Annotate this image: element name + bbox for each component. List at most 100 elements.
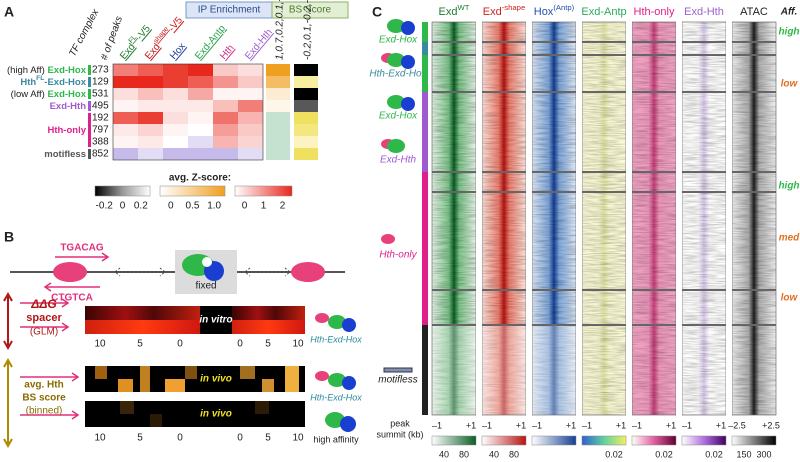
heatmap-cell xyxy=(113,64,138,76)
group-bar xyxy=(88,65,91,75)
heat-patch xyxy=(285,366,299,392)
heatmap-cell xyxy=(188,64,213,76)
x-tick: +1 xyxy=(616,420,626,430)
heat-patch xyxy=(165,379,185,392)
x-axis-label: summit (kb) xyxy=(377,429,424,439)
strip-label: in vitro xyxy=(199,315,232,326)
x-tick: +1 xyxy=(516,420,526,430)
colorbar-tick: 0 xyxy=(168,201,174,212)
bs-score-label: BS score xyxy=(22,393,66,404)
exd-icon xyxy=(387,53,405,67)
peak-count: 273 xyxy=(92,65,109,76)
x-tick: –1 xyxy=(532,420,542,430)
x-axis-label: peak xyxy=(390,418,410,428)
group-bar xyxy=(422,55,428,92)
heat-patch xyxy=(118,379,133,392)
column-title-base: Exd-Hth xyxy=(684,6,724,18)
affinity-label: low xyxy=(781,293,799,304)
header-accessibility: -0.2,0.1,-0.2,-0.1,0.2,0.15,0.05,0.2 xyxy=(303,0,314,60)
column-gap xyxy=(476,21,482,416)
icon-label: high affinity xyxy=(313,434,359,444)
group-label: motifless xyxy=(378,375,417,386)
row-label-base: motifless xyxy=(44,149,86,160)
column-title-base: Exd xyxy=(483,6,502,18)
group-label: Hth-only xyxy=(379,250,417,261)
binding-loss-cell xyxy=(266,100,290,112)
column-title-base: Exd-Antp xyxy=(581,6,626,18)
heatmap-texture xyxy=(532,22,576,415)
position-tick: 10 xyxy=(94,433,106,444)
bs-arrow xyxy=(3,357,13,449)
heatmap-cell xyxy=(213,112,238,124)
column-title: Exd-shape xyxy=(483,3,525,18)
position-tick: 0 xyxy=(237,433,243,444)
heatmap-cell xyxy=(113,112,138,124)
affinity-label: high xyxy=(778,181,799,192)
row-label: motifless xyxy=(44,149,86,160)
arrow-reverse xyxy=(43,282,100,292)
accessibility-cell xyxy=(294,136,318,148)
heat-patch xyxy=(150,414,162,427)
heatmap-cell xyxy=(238,88,263,100)
row-label: (high Aff) Exd-Hox xyxy=(7,65,87,76)
row-arrows xyxy=(20,372,80,420)
exd-icon xyxy=(328,373,346,387)
colorbar xyxy=(681,435,727,446)
heatmap-cell xyxy=(188,100,213,112)
heatmap-cell xyxy=(113,136,138,148)
heatmap-cell xyxy=(138,88,163,100)
peak-count: 852 xyxy=(92,149,109,160)
column-title-sup: -shape xyxy=(502,3,526,12)
heatmap-cell xyxy=(163,136,188,148)
group-bar xyxy=(422,92,428,172)
peak-count: 531 xyxy=(92,89,109,100)
affinity-label: med xyxy=(779,233,800,244)
header-binding-loss: 1,0.7,0.2,0.1,-0.2,-0.2,-0.2,-0.2 xyxy=(275,0,286,60)
row-label-base: Hth-only xyxy=(47,125,86,136)
heatmap-cell xyxy=(113,76,138,88)
accessibility-cell xyxy=(294,100,318,112)
heatmap-cell xyxy=(163,148,188,160)
accessibility-cell xyxy=(294,76,318,88)
heatmap-cell xyxy=(188,148,213,160)
column-title: ExdWT xyxy=(439,3,470,18)
glm-label: (GLM) xyxy=(30,327,58,338)
affinity-label: low xyxy=(781,79,799,90)
position-tick: 10 xyxy=(292,339,304,350)
x-tick: –1 xyxy=(482,420,492,430)
header-ip: IP Enrichment xyxy=(198,5,261,16)
column-gap xyxy=(726,21,732,416)
group-label: Hth-Exd-Hox xyxy=(369,69,427,80)
hth-icon xyxy=(315,313,329,323)
x-tick: –1 xyxy=(682,420,692,430)
column-title: Exd-Hth xyxy=(684,6,724,18)
heatmap-cell xyxy=(213,64,238,76)
column-title-base: Hth-only xyxy=(634,6,675,18)
heat-patch xyxy=(255,401,269,414)
row-label: HthFL-Exd-Hox xyxy=(20,75,86,87)
fixed-label: fixed xyxy=(195,281,216,292)
column-title-base: Exd xyxy=(439,6,458,18)
position-tick: 5 xyxy=(265,339,271,350)
colorbar xyxy=(234,185,293,197)
heatmap-cell xyxy=(238,112,263,124)
heatmap-cell xyxy=(163,112,188,124)
heat-block xyxy=(232,320,305,334)
x-tick: +1 xyxy=(666,420,676,430)
heatmap-texture xyxy=(482,22,526,415)
heatmap-cell xyxy=(188,76,213,88)
group-bar xyxy=(422,325,428,415)
x-tick: –2.5 xyxy=(728,420,746,430)
row-label: (low Aff) Exd-Hox xyxy=(11,89,87,100)
group-label: Exd-Hth xyxy=(380,155,417,166)
column-title-base: Hox xyxy=(534,6,554,18)
spacer-label: spacer xyxy=(26,312,62,324)
heatmap-cell xyxy=(113,100,138,112)
column-label-base: Hox xyxy=(168,41,188,62)
colorbar-tick: 300 xyxy=(756,449,771,459)
ddg-arrow xyxy=(3,291,13,351)
